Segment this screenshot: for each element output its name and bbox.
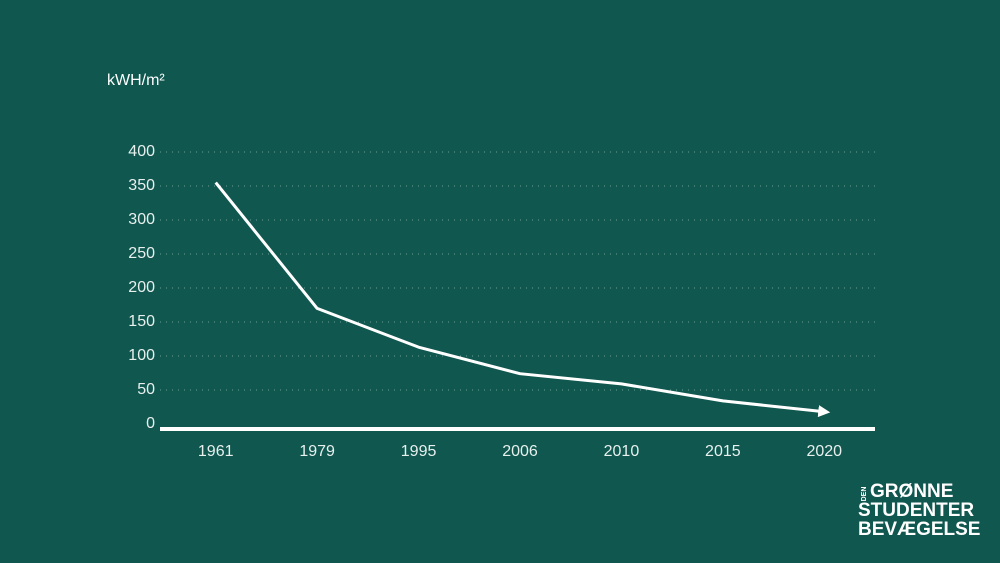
logo-line: STUDENTER bbox=[858, 500, 974, 521]
logo: DEN GRØNNE STUDENTER BEVÆGELSE bbox=[858, 481, 980, 540]
logo-line: GRØNNE bbox=[870, 481, 953, 502]
y-tick-label: 100 bbox=[128, 347, 155, 364]
y-axis-label: kWH/m² bbox=[107, 72, 165, 89]
x-tick-label: 1995 bbox=[401, 443, 437, 460]
x-tick-label: 1979 bbox=[299, 443, 335, 460]
logo-line: BEVÆGELSE bbox=[858, 519, 980, 540]
y-tick-label: 200 bbox=[128, 279, 155, 296]
data-line bbox=[214, 181, 831, 418]
logo-small: DEN bbox=[861, 487, 868, 502]
x-tick-label: 2015 bbox=[705, 443, 741, 460]
y-tick-label: 250 bbox=[128, 245, 155, 262]
y-tick-label: 50 bbox=[137, 381, 155, 398]
y-tick-label: 150 bbox=[128, 313, 155, 330]
x-tick-label: 2010 bbox=[604, 443, 640, 460]
x-tick-label: 1961 bbox=[198, 443, 234, 460]
x-tick-label: 2020 bbox=[806, 443, 842, 460]
y-tick-label: 400 bbox=[128, 143, 155, 160]
y-tick-label: 0 bbox=[146, 415, 155, 432]
y-tick-label: 350 bbox=[128, 177, 155, 194]
y-tick-label: 300 bbox=[128, 211, 155, 228]
x-tick-label: 2006 bbox=[502, 443, 538, 460]
